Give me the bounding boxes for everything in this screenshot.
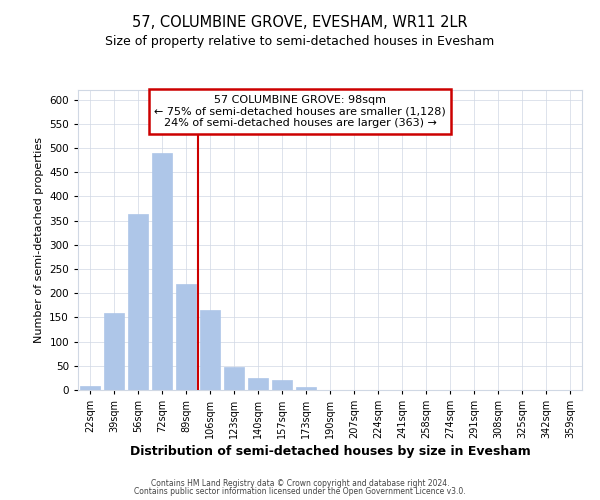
Bar — [248, 378, 268, 390]
Text: Contains public sector information licensed under the Open Government Licence v3: Contains public sector information licen… — [134, 488, 466, 496]
Text: Size of property relative to semi-detached houses in Evesham: Size of property relative to semi-detach… — [106, 35, 494, 48]
Bar — [176, 284, 196, 390]
Bar — [200, 310, 220, 390]
X-axis label: Distribution of semi-detached houses by size in Evesham: Distribution of semi-detached houses by … — [130, 446, 530, 458]
Bar — [80, 386, 100, 390]
Text: 57 COLUMBINE GROVE: 98sqm
← 75% of semi-detached houses are smaller (1,128)
24% : 57 COLUMBINE GROVE: 98sqm ← 75% of semi-… — [154, 95, 446, 128]
Bar — [128, 214, 148, 390]
Bar — [224, 368, 244, 390]
Bar — [272, 380, 292, 390]
Bar — [152, 153, 172, 390]
Bar — [104, 312, 124, 390]
Bar — [296, 386, 316, 390]
Text: Contains HM Land Registry data © Crown copyright and database right 2024.: Contains HM Land Registry data © Crown c… — [151, 478, 449, 488]
Y-axis label: Number of semi-detached properties: Number of semi-detached properties — [34, 137, 44, 343]
Text: 57, COLUMBINE GROVE, EVESHAM, WR11 2LR: 57, COLUMBINE GROVE, EVESHAM, WR11 2LR — [132, 15, 468, 30]
